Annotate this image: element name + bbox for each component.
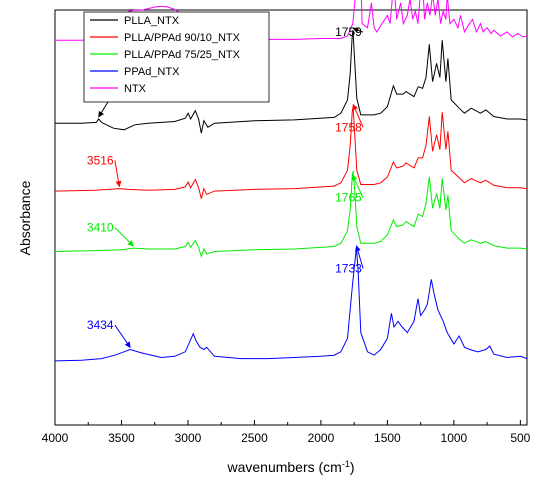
series-line-1 [54,106,528,199]
legend-label-3: PPAd_NTX [124,66,180,78]
annotation-label-6: 3410 [87,221,114,235]
x-tick-label-4: 2000 [308,431,335,445]
series-line-0 [55,30,528,134]
annotation-arrow-1 [352,27,364,33]
legend-box [83,11,270,103]
x-axis-ticks: 4000 3500 3000 2500 2000 1500 1000 500 [42,420,531,445]
series-line-4 [55,0,528,41]
x-axis-title-main: wavenumbers (cm [226,459,341,475]
annotation-arrow-4 [114,160,122,188]
x-tick-label-3: 2500 [241,431,268,445]
annotation-label-4: 3516 [87,153,114,167]
x-tick-label-1: 3500 [108,431,135,445]
x-axis-title: wavenumbers (cm-1) [226,459,354,475]
annotation-label-3: 1758 [335,120,362,134]
annotation-arrow-6 [114,227,134,247]
x-tick-label-5: 1500 [374,431,401,445]
legend-label-0: PLLA_NTX [124,15,180,27]
annotation-label-8: 3434 [87,318,114,332]
legend-label-1: PLLA/PPAd 90/10_NTX [124,32,241,44]
annotation-arrow-3 [352,103,364,128]
annotation-label-1: 1759 [335,25,362,39]
plot-frame [54,9,528,426]
legend-label-2: PLLA/PPAd 75/25_NTX [124,49,241,61]
x-tick-label-7: 500 [510,431,530,445]
series-line-2 [54,170,528,259]
annotation-label-5: 1765 [335,191,362,205]
series-line-3 [54,247,528,362]
x-axis-title-sup: -1 [342,459,350,469]
x-tick-label-2: 3000 [175,431,202,445]
legend-items: PLLA_NTX PLLA/PPAd 90/10_NTX PLLA/PPAd 75/… [90,15,241,95]
annotation-arrow-8 [114,324,131,348]
annotation-label-7: 1733 [335,262,362,276]
x-tick-label-6: 1000 [441,431,468,445]
annotation-arrow-5 [351,174,364,198]
legend-label-4: NTX [124,83,147,95]
y-axis-title: Absorbance [17,180,33,255]
series-layer [54,0,528,362]
annotation-arrow-7 [355,245,364,269]
x-tick-label-0: 4000 [42,431,69,445]
x-axis-title-close: ) [350,459,355,475]
legend: PLLA_NTX PLLA/PPAd 90/10_NTX PLLA/PPAd 75/… [83,11,270,103]
